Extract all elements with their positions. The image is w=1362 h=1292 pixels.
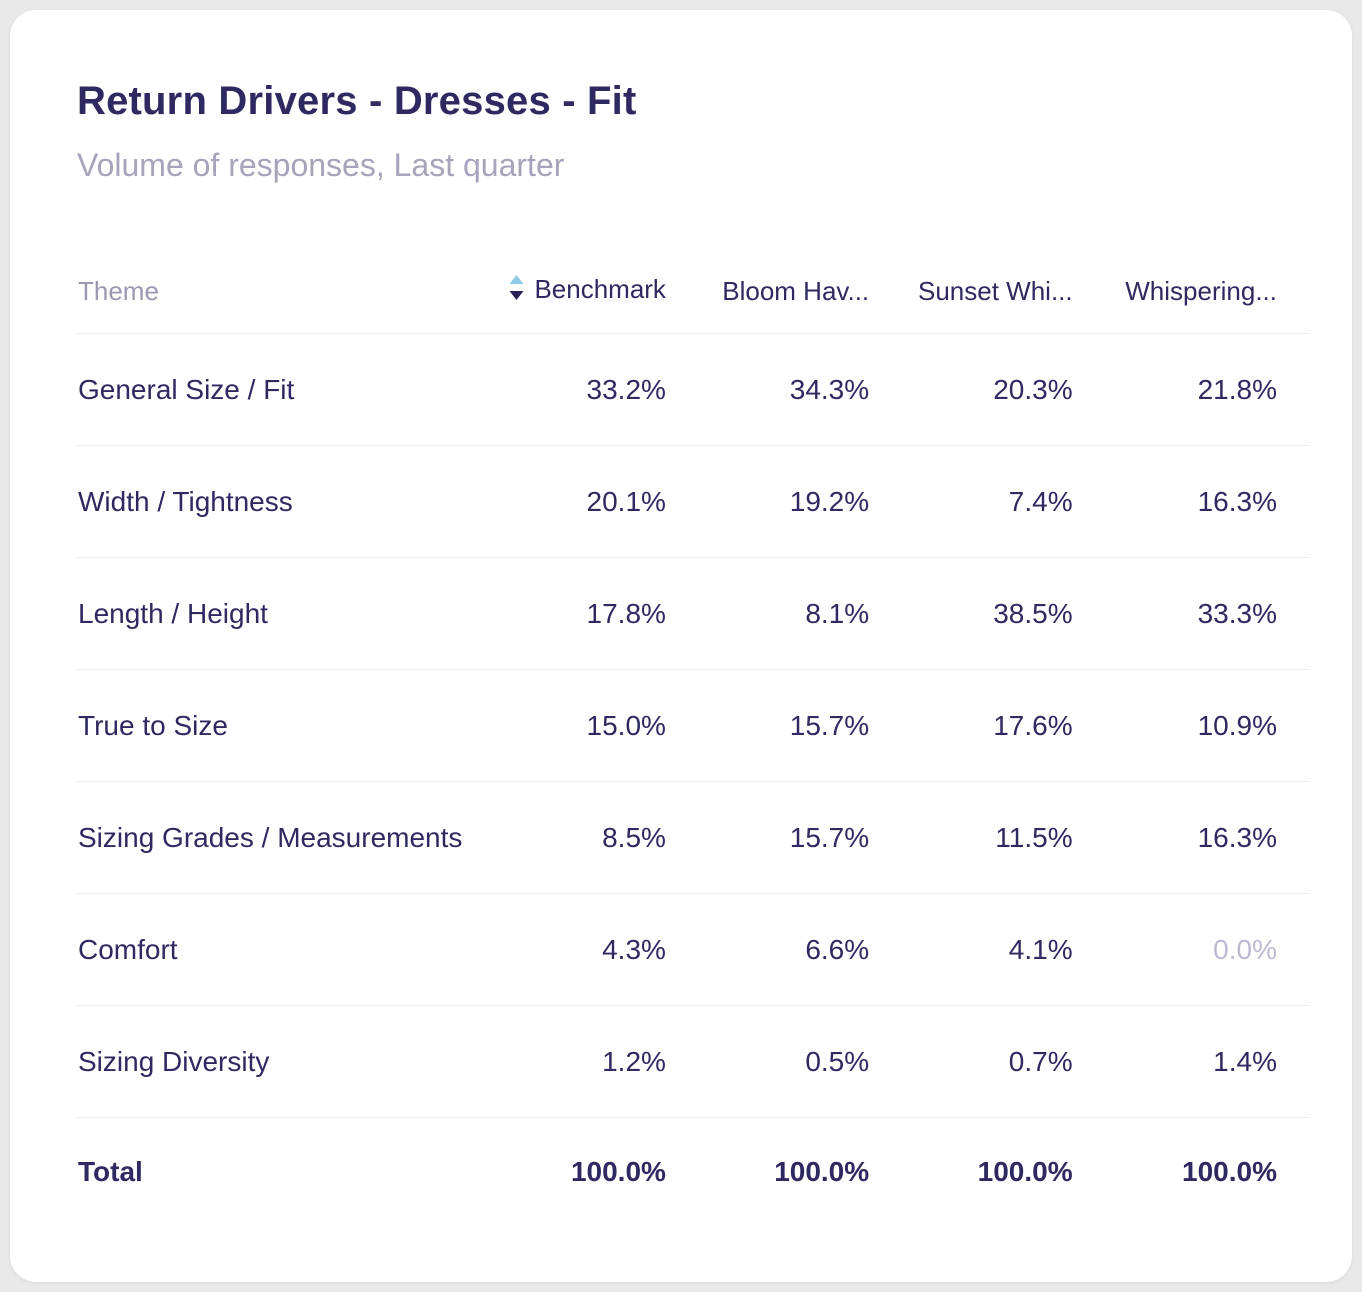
- table-row: Width / Tightness 20.1% 19.2% 7.4% 16.3%: [77, 446, 1310, 558]
- value-cell-bloom-haven: 0.5%: [805, 1045, 870, 1077]
- table-row: General Size / Fit 33.2% 34.3% 20.3% 21.…: [77, 334, 1310, 446]
- theme-cell: General Size / Fit: [78, 373, 295, 405]
- table-header: Theme Benchmark Bloom Hav... Sunset Whi.…: [77, 249, 1310, 334]
- page-subtitle: Volume of responses, Last quarter: [77, 147, 565, 183]
- value-cell-benchmark: 4.3%: [602, 933, 666, 965]
- header-row: Theme Benchmark Bloom Hav... Sunset Whi.…: [77, 249, 1310, 334]
- value-cell-bloom-haven: 15.7%: [789, 709, 870, 741]
- value-cell-whispering: 16.3%: [1197, 485, 1277, 517]
- value-cell-benchmark: 20.1%: [586, 485, 666, 517]
- value-cell-benchmark: 17.8%: [586, 597, 666, 629]
- theme-cell: True to Size: [78, 709, 228, 741]
- column-header-whispering[interactable]: Whispering...: [1125, 275, 1277, 306]
- value-cell-sunset-whisper: 38.5%: [993, 597, 1073, 629]
- total-value-whispering: 100.0%: [1182, 1156, 1277, 1188]
- table-footer: Total 100.0% 100.0% 100.0% 100.0%: [77, 1118, 1310, 1227]
- value-cell-whispering: 1.4%: [1213, 1045, 1277, 1077]
- table-row: Sizing Diversity 1.2% 0.5% 0.7% 1.4%: [77, 1006, 1310, 1118]
- value-cell-sunset-whisper: 11.5%: [995, 821, 1073, 853]
- value-cell-bloom-haven: 8.1%: [805, 597, 870, 629]
- total-value-benchmark: 100.0%: [570, 1156, 666, 1188]
- value-cell-benchmark: 1.2%: [602, 1045, 666, 1077]
- value-cell-benchmark: 33.2%: [586, 373, 666, 405]
- table-row: Sizing Grades / Measurements 8.5% 15.7% …: [77, 782, 1310, 894]
- column-header-bloom-haven[interactable]: Bloom Hav...: [722, 275, 870, 306]
- value-cell-whispering: 33.3%: [1197, 597, 1277, 629]
- value-cell-benchmark: 15.0%: [586, 709, 666, 741]
- value-cell-bloom-haven: 19.2%: [789, 485, 870, 517]
- column-header-sunset-whisper[interactable]: Sunset Whi...: [918, 275, 1073, 306]
- column-header-theme[interactable]: Theme: [78, 275, 159, 306]
- value-cell-benchmark: 8.5%: [602, 821, 666, 853]
- theme-cell: Comfort: [78, 933, 178, 965]
- return-drivers-table: Theme Benchmark Bloom Hav... Sunset Whi.…: [77, 249, 1310, 1226]
- value-cell-sunset-whisper: 17.6%: [993, 709, 1073, 741]
- value-cell-whispering: 0.0%: [1213, 933, 1277, 965]
- value-cell-sunset-whisper: 0.7%: [1008, 1045, 1073, 1077]
- value-cell-bloom-haven: 6.6%: [805, 933, 870, 965]
- theme-cell: Sizing Diversity: [78, 1045, 270, 1077]
- total-label: Total: [78, 1156, 143, 1188]
- value-cell-whispering: 10.9%: [1197, 709, 1277, 741]
- theme-cell: Sizing Grades / Measurements: [78, 821, 463, 853]
- value-cell-bloom-haven: 34.3%: [789, 373, 870, 405]
- total-value-bloom-haven: 100.0%: [774, 1156, 870, 1188]
- value-cell-sunset-whisper: 4.1%: [1008, 933, 1073, 965]
- table-row: Comfort 4.3% 6.6% 4.1% 0.0%: [77, 894, 1310, 1006]
- theme-cell: Length / Height: [78, 597, 268, 629]
- theme-cell: Width / Tightness: [78, 485, 293, 517]
- total-value-sunset-whisper: 100.0%: [977, 1156, 1073, 1188]
- column-header-benchmark[interactable]: Benchmark: [463, 249, 667, 334]
- value-cell-sunset-whisper: 7.4%: [1008, 485, 1073, 517]
- sort-arrows-icon[interactable]: [508, 274, 525, 308]
- value-cell-bloom-haven: 15.7%: [789, 821, 870, 853]
- table-body: General Size / Fit 33.2% 34.3% 20.3% 21.…: [77, 334, 1310, 1118]
- value-cell-sunset-whisper: 20.3%: [993, 373, 1073, 405]
- report-card: Return Drivers - Dresses - Fit Volume of…: [10, 10, 1352, 1282]
- column-header-benchmark-label: Benchmark: [534, 274, 666, 305]
- value-cell-whispering: 16.3%: [1197, 821, 1277, 853]
- total-row: Total 100.0% 100.0% 100.0% 100.0%: [77, 1118, 1310, 1227]
- page-title: Return Drivers - Dresses - Fit: [77, 79, 637, 123]
- table-row: True to Size 15.0% 15.7% 17.6% 10.9%: [77, 670, 1310, 782]
- value-cell-whispering: 21.8%: [1197, 373, 1277, 405]
- table-row: Length / Height 17.8% 8.1% 38.5% 33.3%: [77, 558, 1310, 670]
